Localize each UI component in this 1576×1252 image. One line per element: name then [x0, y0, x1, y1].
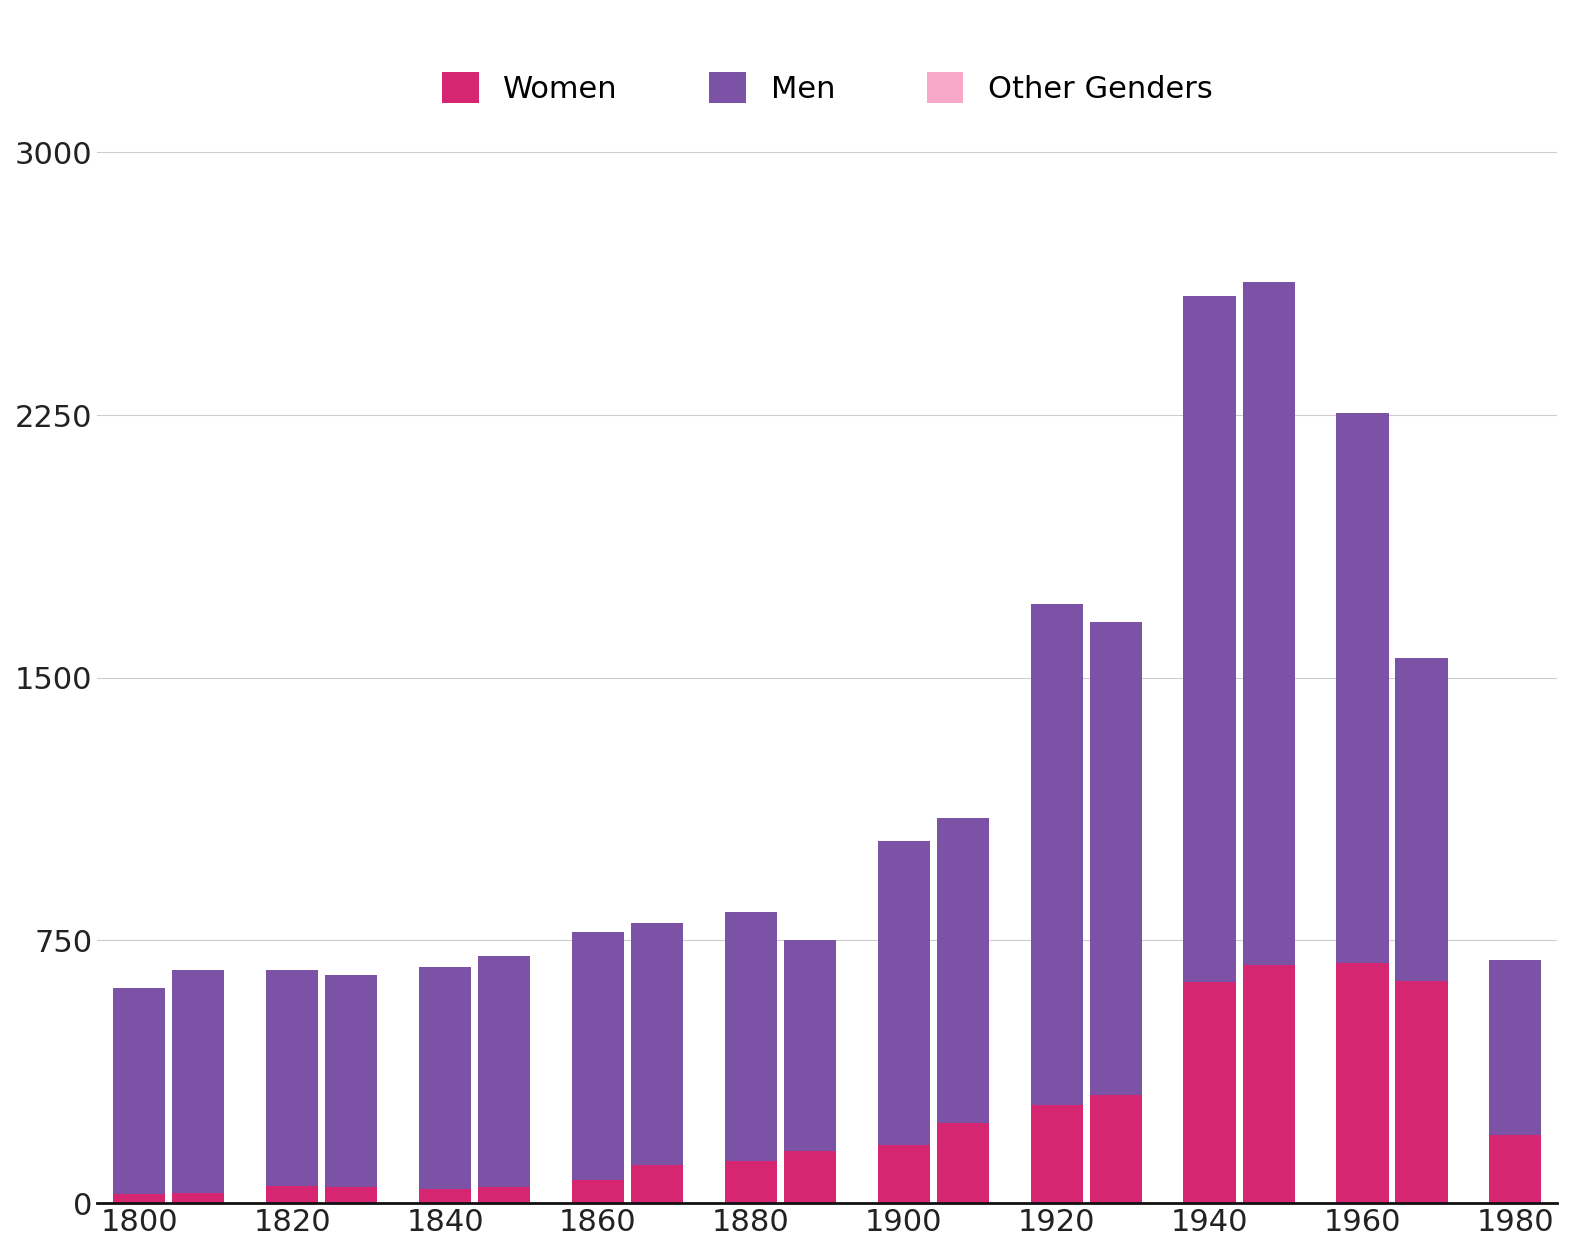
Bar: [878, 1146, 930, 1203]
Bar: [630, 1164, 682, 1203]
Bar: [936, 1123, 988, 1203]
Bar: [783, 940, 835, 1151]
Bar: [783, 1151, 835, 1203]
Bar: [478, 957, 530, 1187]
Bar: [1031, 1106, 1083, 1203]
Bar: [1395, 659, 1448, 980]
Bar: [1395, 980, 1448, 1203]
Bar: [419, 1189, 471, 1203]
Bar: [113, 988, 165, 1194]
Bar: [325, 975, 377, 1187]
Bar: [113, 1194, 165, 1203]
Bar: [1184, 295, 1236, 983]
Bar: [266, 970, 318, 1186]
Bar: [1031, 605, 1083, 1106]
Bar: [1336, 413, 1388, 963]
Bar: [1184, 983, 1236, 1203]
Bar: [1336, 963, 1388, 1203]
Bar: [325, 1187, 377, 1203]
Bar: [572, 1181, 624, 1203]
Bar: [1242, 282, 1295, 965]
Bar: [1089, 622, 1141, 1094]
Legend: Women, Men, Other Genders: Women, Men, Other Genders: [427, 56, 1228, 119]
Bar: [1489, 1134, 1541, 1203]
Bar: [1242, 965, 1295, 1203]
Bar: [572, 931, 624, 1181]
Bar: [630, 923, 682, 1164]
Bar: [478, 1187, 530, 1203]
Bar: [172, 1193, 224, 1203]
Bar: [1489, 960, 1541, 1134]
Bar: [725, 1161, 777, 1203]
Bar: [419, 967, 471, 1189]
Bar: [725, 913, 777, 1161]
Bar: [172, 970, 224, 1193]
Bar: [936, 818, 988, 1123]
Bar: [1089, 1094, 1141, 1203]
Bar: [266, 1186, 318, 1203]
Bar: [878, 840, 930, 1146]
